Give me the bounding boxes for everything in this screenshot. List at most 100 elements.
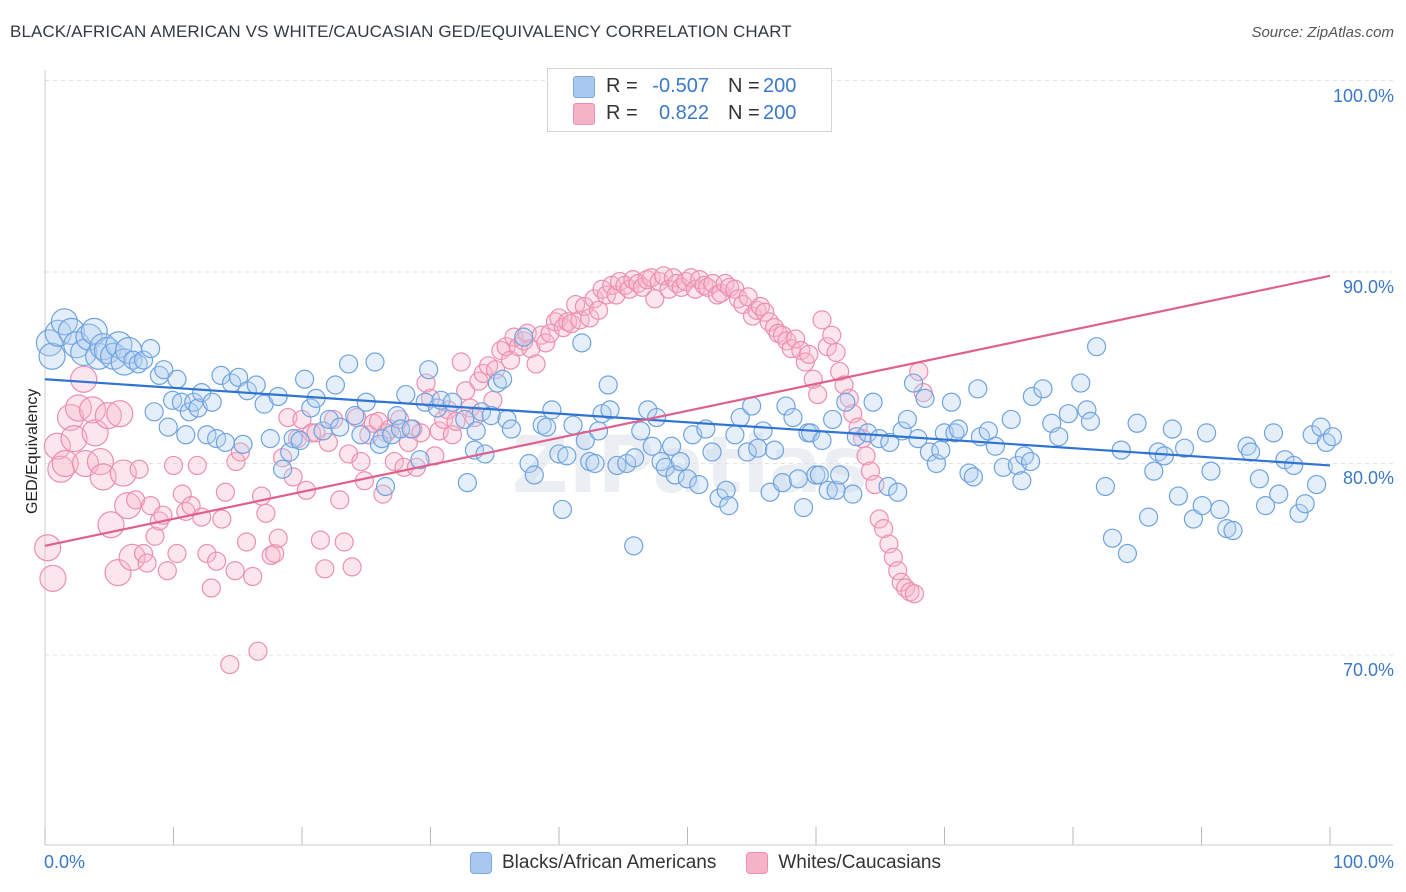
series-legend: Blacks/African Americans Whites/Caucasia… (470, 852, 971, 874)
blacks-point (1022, 386, 1042, 407)
blacks-point (800, 423, 821, 443)
whites-trend-line (44, 274, 1331, 547)
blacks-point (880, 432, 900, 453)
blacks-point (897, 409, 918, 430)
n-label: N = (728, 75, 760, 97)
whites-point (856, 446, 876, 466)
whites-point (623, 270, 643, 290)
whites-point (747, 300, 767, 320)
blacks-point (661, 436, 682, 456)
whites-point (839, 388, 859, 408)
blacks-point (401, 419, 421, 439)
legend-item-blacks[interactable]: Blacks/African Americans (470, 852, 716, 874)
blacks-point (1192, 496, 1212, 516)
source-label: Source: ZipAtlas.com (1251, 24, 1394, 41)
blacks-point (301, 398, 321, 418)
blacks-point (1138, 507, 1159, 527)
whites-point (351, 451, 371, 472)
blacks-point (268, 386, 288, 407)
blacks-point (1284, 455, 1304, 476)
y-tick-70: 70.0% (1342, 660, 1394, 680)
whites-point (207, 551, 227, 571)
y-tick-100: 100.0% (1332, 86, 1394, 106)
blacks-point (123, 350, 143, 370)
whites-point (318, 432, 338, 453)
blacks-point (1020, 451, 1041, 472)
whites-point (848, 417, 868, 437)
whites-point (755, 302, 775, 322)
blacks-point (793, 497, 814, 518)
blacks-point (536, 417, 557, 437)
blacks-point (788, 469, 808, 489)
whites-point (64, 394, 93, 422)
series-whites-points (34, 266, 933, 675)
whites-point (215, 482, 235, 502)
whites-point (126, 490, 146, 510)
whites-point (109, 459, 137, 487)
blacks-point (642, 436, 662, 456)
whites-point (283, 467, 303, 487)
blacks-point (1154, 446, 1174, 466)
whites-point (574, 296, 595, 317)
blacks-point (993, 457, 1013, 477)
whites-point (114, 492, 142, 520)
blacks-point (176, 425, 196, 445)
blacks-point (144, 402, 164, 422)
blacks-point (748, 438, 768, 458)
blacks-point (233, 434, 253, 454)
whites-point (220, 654, 240, 675)
blacks-point (283, 429, 303, 449)
blacks-point (888, 482, 908, 502)
r-value: 0.822 (658, 102, 709, 124)
blacks-point (783, 407, 803, 428)
blacks-point (345, 406, 365, 426)
whites-point (904, 584, 925, 604)
legend-swatch-pink (573, 102, 595, 125)
blacks-point (1269, 484, 1289, 504)
whites-point (89, 463, 117, 491)
whites-point (39, 564, 67, 593)
blacks-point (319, 409, 339, 430)
blacks-point (903, 373, 924, 393)
whites-point (163, 455, 184, 476)
whites-point (278, 407, 298, 428)
blacks-point (1201, 461, 1221, 481)
blacks-point (466, 421, 486, 441)
blacks-point (963, 467, 984, 487)
blacks-point (1012, 471, 1032, 491)
legend-label-blacks: Blacks/African Americans (502, 852, 717, 873)
blacks-point (931, 440, 951, 460)
blacks-point (1183, 509, 1204, 529)
blacks-point (1049, 427, 1069, 447)
whites-point (764, 317, 785, 338)
blacks-point (607, 455, 627, 476)
correlation-legend: R = -0.507 N = 200 R = 0.822 N = 200 (547, 68, 832, 132)
blacks-point (133, 350, 154, 370)
blacks-point (330, 417, 350, 437)
blacks-point (631, 421, 651, 441)
blacks-point (1263, 423, 1284, 443)
blacks-point (809, 465, 830, 485)
whites-point (334, 532, 354, 552)
blacks-point (390, 419, 411, 439)
whites-point (212, 509, 232, 529)
blacks-point (753, 421, 773, 441)
blacks-point (1322, 427, 1343, 447)
legend-label-whites: Whites/Caucasians (778, 852, 941, 873)
chart-title: BLACK/AFRICAN AMERICAN VS WHITE/CAUCASIA… (10, 22, 792, 41)
blacks-point (764, 440, 785, 460)
legend-item-whites[interactable]: Whites/Caucasians (746, 852, 941, 874)
blacks-point (552, 499, 573, 520)
blacks-point (812, 430, 832, 451)
whites-point (230, 442, 250, 462)
whites-point (167, 543, 187, 564)
blacks-point (197, 425, 217, 445)
blacks-point (1077, 400, 1097, 420)
x-axis-max-label: 100.0% (1332, 852, 1394, 872)
blacks-point (419, 360, 439, 380)
blacks-point (246, 375, 266, 395)
blacks-point (1001, 409, 1021, 430)
whites-point (808, 384, 828, 405)
whites-point (157, 561, 177, 581)
blacks-point (772, 473, 793, 493)
